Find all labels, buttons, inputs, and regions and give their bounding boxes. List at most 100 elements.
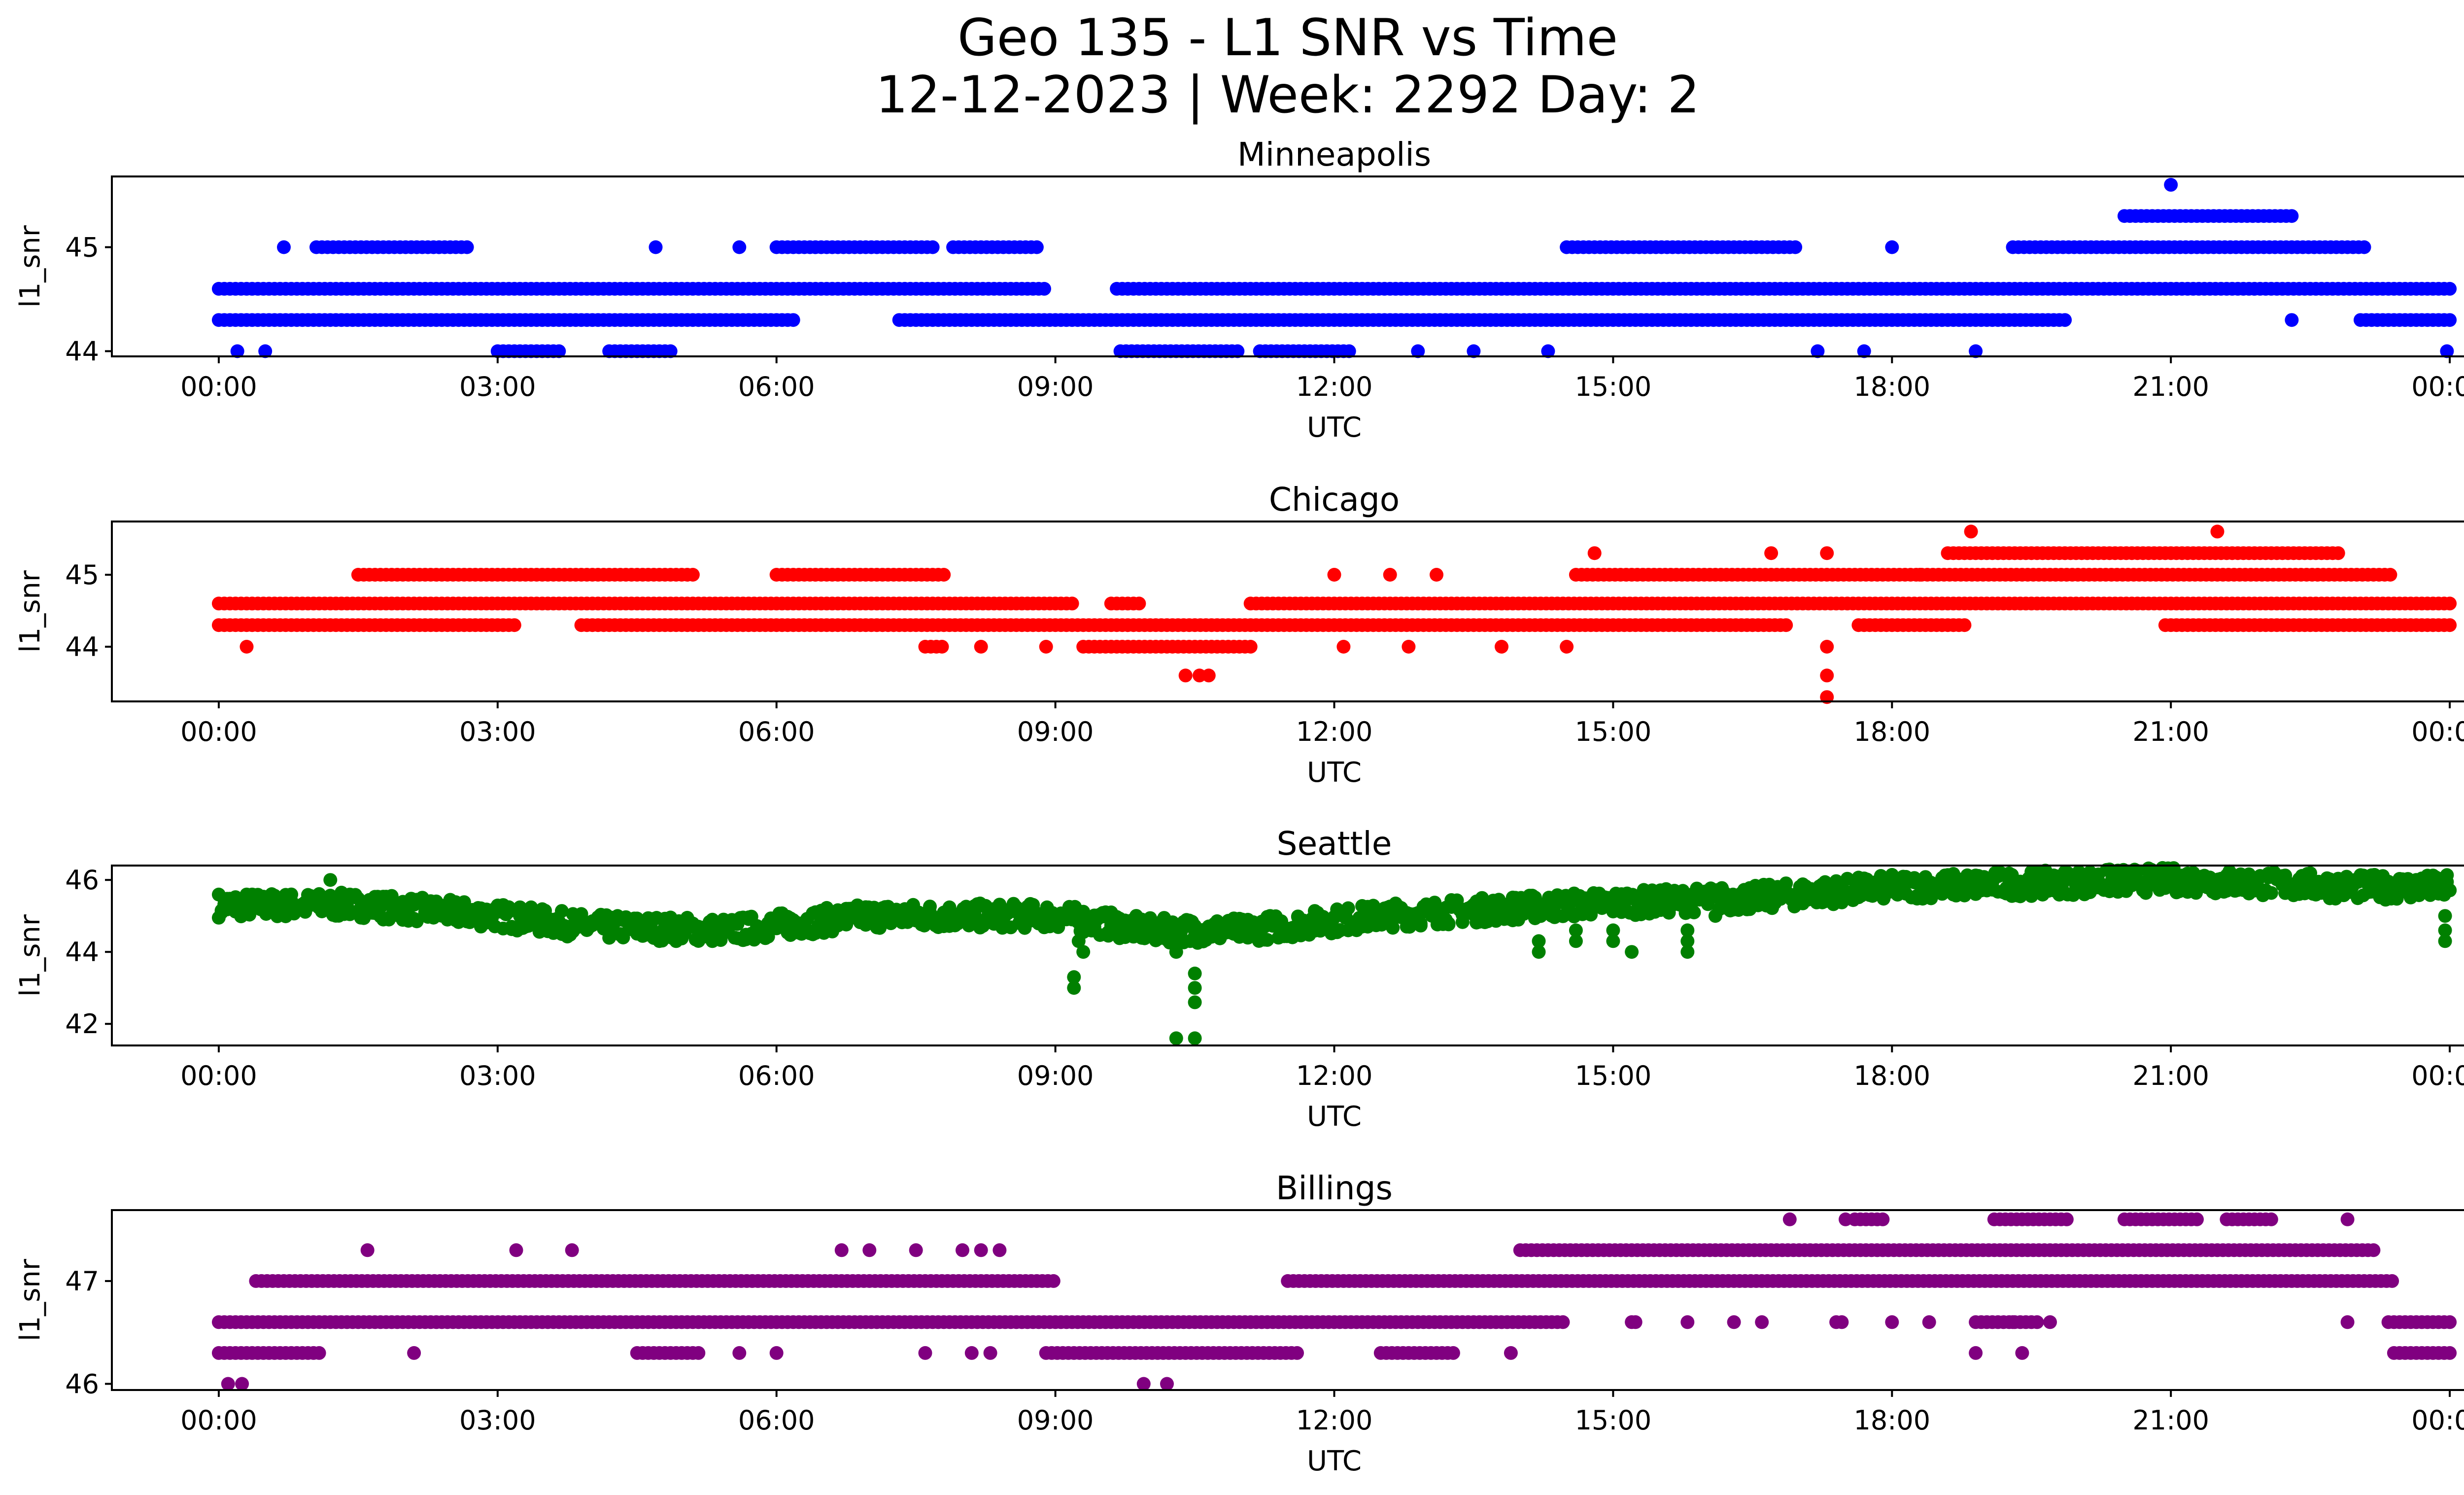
data-point bbox=[230, 344, 244, 358]
data-point bbox=[2443, 596, 2457, 611]
data-point bbox=[242, 907, 257, 922]
data-point bbox=[2285, 209, 2299, 223]
data-point bbox=[1327, 568, 1341, 582]
data-point bbox=[1336, 640, 1351, 654]
data-point bbox=[1969, 1346, 1983, 1360]
data-point bbox=[909, 1243, 923, 1257]
y-axis-label: l1_snr bbox=[14, 914, 46, 997]
data-point bbox=[1708, 909, 1722, 923]
data-point bbox=[258, 344, 273, 358]
data-point bbox=[2164, 177, 2178, 192]
x-tick-label: 15:00 bbox=[1575, 371, 1652, 402]
data-point bbox=[1037, 281, 1051, 296]
data-point bbox=[769, 1346, 784, 1360]
data-point bbox=[407, 1346, 421, 1360]
figure-subtitle: 12-12-2023 | Week: 2292 Day: 2 bbox=[876, 66, 1700, 125]
data-point bbox=[1290, 1346, 1304, 1360]
data-point bbox=[240, 640, 254, 654]
data-point bbox=[2443, 618, 2457, 632]
y-tick-label: 45 bbox=[65, 232, 99, 263]
y-tick-label: 47 bbox=[65, 1266, 99, 1297]
x-tick-label: 00:00 bbox=[2411, 371, 2464, 402]
data-point bbox=[2285, 313, 2299, 327]
x-tick-label: 15:00 bbox=[1575, 1405, 1652, 1436]
data-point bbox=[1178, 668, 1193, 683]
data-point bbox=[1029, 240, 1044, 254]
data-point bbox=[1857, 344, 1871, 358]
x-tick-label: 06:00 bbox=[738, 1060, 815, 1091]
x-tick-label: 21:00 bbox=[2132, 1060, 2209, 1091]
data-point bbox=[732, 1346, 747, 1360]
data-point bbox=[1811, 344, 1825, 358]
data-point bbox=[277, 240, 291, 254]
data-point bbox=[507, 618, 521, 632]
data-point bbox=[1160, 1377, 1174, 1391]
data-point bbox=[1687, 905, 1701, 920]
x-tick-label: 18:00 bbox=[1853, 1405, 1930, 1436]
x-tick-label: 00:00 bbox=[180, 1405, 257, 1436]
data-point bbox=[1383, 568, 1397, 582]
x-tick-label: 00:00 bbox=[180, 371, 257, 402]
data-point bbox=[2440, 344, 2454, 358]
data-point bbox=[323, 873, 338, 887]
data-point bbox=[2438, 909, 2452, 923]
x-tick-label: 06:00 bbox=[738, 1405, 815, 1436]
x-tick-label: 15:00 bbox=[1575, 1060, 1652, 1091]
data-point bbox=[1969, 1315, 1983, 1329]
data-point bbox=[2190, 1212, 2204, 1226]
data-point bbox=[1071, 934, 1086, 948]
data-point bbox=[2264, 1212, 2278, 1226]
data-point bbox=[1964, 524, 1978, 539]
data-point bbox=[732, 240, 747, 254]
y-tick-label: 46 bbox=[65, 865, 99, 896]
data-point bbox=[918, 1346, 932, 1360]
y-tick-label: 46 bbox=[65, 1368, 99, 1399]
data-point bbox=[1467, 344, 1481, 358]
y-tick-label: 44 bbox=[65, 937, 99, 968]
data-point bbox=[1835, 1315, 1849, 1329]
data-point bbox=[1076, 945, 1091, 959]
data-point bbox=[1188, 967, 1202, 980]
x-tick-label: 00:00 bbox=[2411, 716, 2464, 747]
data-point bbox=[1755, 1315, 1769, 1329]
data-point bbox=[2443, 883, 2457, 898]
data-point bbox=[1680, 923, 1695, 938]
data-point bbox=[1625, 1315, 1639, 1329]
data-point bbox=[649, 240, 663, 254]
x-tick-label: 00:00 bbox=[2411, 1405, 2464, 1436]
data-point bbox=[1779, 618, 1793, 632]
y-tick-label: 45 bbox=[65, 559, 99, 591]
x-tick-label: 21:00 bbox=[2132, 1405, 2209, 1436]
data-point bbox=[2443, 313, 2457, 327]
data-point bbox=[2443, 1315, 2457, 1329]
data-point bbox=[1532, 945, 1546, 959]
data-point bbox=[1913, 568, 1927, 582]
data-point bbox=[1727, 1315, 1741, 1329]
data-point bbox=[1680, 945, 1695, 959]
data-point bbox=[360, 1243, 375, 1257]
y-tick-label: 42 bbox=[65, 1008, 99, 1040]
x-tick-label: 03:00 bbox=[459, 371, 536, 402]
data-point bbox=[1441, 916, 1456, 931]
data-point bbox=[1876, 1212, 1890, 1226]
x-tick-label: 12:00 bbox=[1296, 1405, 1373, 1436]
data-point bbox=[1587, 546, 1602, 560]
data-point bbox=[552, 344, 566, 358]
data-point bbox=[974, 640, 988, 654]
data-point bbox=[555, 904, 569, 918]
data-point bbox=[1169, 945, 1183, 959]
x-tick-label: 18:00 bbox=[1853, 716, 1930, 747]
data-point bbox=[663, 344, 678, 358]
data-point bbox=[1560, 640, 1574, 654]
x-tick-label: 18:00 bbox=[1853, 371, 1930, 402]
data-point bbox=[1606, 923, 1620, 938]
x-tick-label: 06:00 bbox=[738, 371, 815, 402]
x-tick-label: 12:00 bbox=[1296, 371, 1373, 402]
data-point bbox=[2059, 1212, 2074, 1226]
data-point bbox=[1504, 1346, 1518, 1360]
data-point bbox=[1188, 1031, 1202, 1045]
data-point bbox=[2443, 1346, 2457, 1360]
axes-frame bbox=[111, 175, 2464, 357]
data-point bbox=[2139, 886, 2153, 900]
